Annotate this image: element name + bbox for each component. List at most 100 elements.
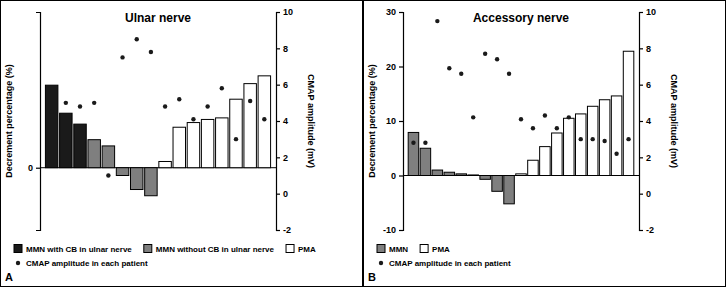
bar <box>444 172 455 175</box>
legend-label: PMA <box>432 245 450 254</box>
tick-label: 2 <box>283 153 288 163</box>
panel-border <box>364 1 726 287</box>
point <box>543 113 547 117</box>
tick-mark <box>276 157 280 158</box>
tick-mark <box>276 230 280 231</box>
tick: 6 <box>639 80 651 90</box>
tick-mark <box>399 175 403 176</box>
tick-label: -2 <box>646 225 654 235</box>
point <box>262 117 266 121</box>
legend-swatch <box>14 245 22 253</box>
bar <box>528 160 539 175</box>
bar <box>623 51 634 175</box>
panel: 0-20246810Ulnar nerveDecrement percentag… <box>1 1 363 287</box>
bar <box>60 113 72 168</box>
axis-line <box>399 13 404 231</box>
axis-line <box>277 13 281 231</box>
plot-area <box>45 37 270 196</box>
tick: 0 <box>28 163 40 173</box>
legend-marker <box>379 261 383 265</box>
panel: -100102030-20246810Accessory nerveDecrem… <box>364 1 726 287</box>
point <box>135 37 139 41</box>
bar <box>102 146 114 168</box>
tick-mark <box>399 66 403 67</box>
bar <box>258 76 270 168</box>
tick-label: 4 <box>646 116 651 126</box>
point <box>531 126 535 130</box>
legend-label: MMN without CB in ulnar nerve <box>156 245 275 254</box>
bar <box>468 174 479 176</box>
bar <box>552 133 563 176</box>
point <box>248 99 252 103</box>
panel-label: A <box>5 271 13 283</box>
bar <box>216 118 228 168</box>
axis: 0 <box>28 13 41 231</box>
point <box>49 110 53 114</box>
bar <box>564 118 575 175</box>
bar <box>611 96 622 176</box>
tick: -2 <box>639 225 654 235</box>
legend: MMNPMACMAP amplitude in each patient <box>377 245 511 269</box>
point <box>177 97 181 101</box>
legend-swatch <box>286 245 294 253</box>
axis: -20246810 <box>639 7 656 235</box>
tick-mark <box>399 230 403 231</box>
tick-label: 6 <box>646 80 651 90</box>
tick-label: -10 <box>383 225 396 235</box>
bar <box>575 114 586 176</box>
tick-label: 0 <box>283 189 288 199</box>
tick-mark <box>276 121 280 122</box>
tick-label: 30 <box>386 7 396 17</box>
bar <box>159 161 171 167</box>
tick-mark <box>276 12 280 13</box>
tick-label: 0 <box>646 189 651 199</box>
bar <box>480 176 491 180</box>
tick-mark <box>639 48 643 49</box>
legend-swatch <box>377 245 385 253</box>
tick-label: 10 <box>386 116 396 126</box>
tick: -2 <box>276 225 291 235</box>
figure: 0-20246810Ulnar nerveDecrement percentag… <box>0 0 726 287</box>
legend-label: PMA <box>298 245 316 254</box>
tick-label: 8 <box>283 44 288 54</box>
point <box>626 137 630 141</box>
bar <box>516 174 527 176</box>
tick-mark <box>639 230 643 231</box>
legend: MMN with CB in ulnar nerveMMN without CB… <box>14 245 316 269</box>
tick-label: 10 <box>283 7 293 17</box>
bar <box>116 168 128 176</box>
bar <box>230 99 242 168</box>
bar <box>74 124 86 168</box>
bar <box>408 132 419 175</box>
tick-label: 6 <box>283 80 288 90</box>
point <box>555 126 559 130</box>
bar <box>187 123 199 168</box>
tick-label: 0 <box>28 163 33 173</box>
panel-label: B <box>368 271 376 283</box>
bar <box>201 119 213 167</box>
tick-label: 0 <box>391 171 396 181</box>
tick: 8 <box>276 44 288 54</box>
panel-border <box>1 1 363 287</box>
legend-label: CMAP amplitude in each patient <box>26 259 148 268</box>
point <box>519 117 523 121</box>
plot-area <box>408 19 634 204</box>
point <box>92 101 96 105</box>
tick-mark <box>36 168 40 169</box>
point <box>191 117 195 121</box>
point <box>447 66 451 70</box>
point <box>579 137 583 141</box>
tick: 4 <box>639 116 651 126</box>
bar <box>145 168 157 196</box>
axis: -20246810 <box>276 7 293 235</box>
tick-label: 20 <box>386 62 396 72</box>
legend-marker <box>16 261 20 265</box>
point <box>163 104 167 108</box>
tick-label: 8 <box>646 44 651 54</box>
tick-label: 10 <box>646 7 656 17</box>
bar <box>599 100 610 176</box>
point <box>423 141 427 145</box>
tick: 10 <box>276 7 293 17</box>
bar <box>432 170 443 175</box>
point <box>507 72 511 76</box>
